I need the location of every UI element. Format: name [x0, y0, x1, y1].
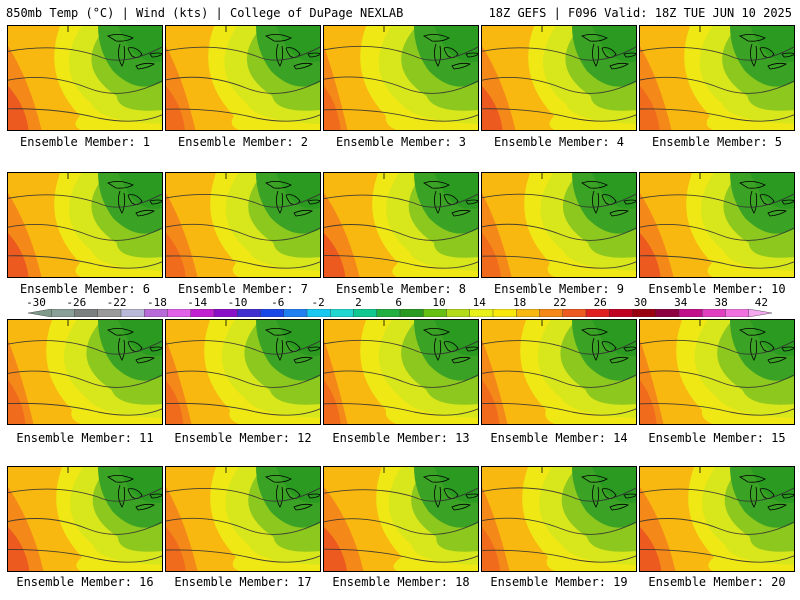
ensemble-member-map — [165, 25, 321, 131]
ensemble-member-map — [481, 319, 637, 425]
colorbar-segment — [516, 309, 541, 317]
ensemble-member-map — [323, 319, 479, 425]
colorbar-segment — [562, 309, 587, 317]
colorbar-segment — [539, 309, 564, 317]
colorbar-tick-label: -22 — [106, 296, 127, 309]
colorbar-segment — [446, 309, 471, 317]
ensemble-member-label: Ensemble Member: 8 — [335, 282, 467, 296]
colorbar-tick-label: 18 — [512, 296, 527, 309]
colorbar-segment — [190, 309, 215, 317]
ensemble-member-map — [481, 172, 637, 278]
ensemble-member-map — [7, 172, 163, 278]
colorbar-segment — [492, 309, 517, 317]
colorbar-tick-label: -30 — [26, 296, 46, 309]
ensemble-member-map — [323, 25, 479, 131]
colorbar-segment — [423, 309, 448, 317]
ensemble-member-label: Ensemble Member: 13 — [332, 431, 470, 445]
colorbar-tick-label: 34 — [674, 296, 688, 309]
colorbar-segment — [330, 309, 355, 317]
ensemble-member-label: Ensemble Member: 11 — [16, 431, 154, 445]
colorbar-tick-label: 42 — [754, 296, 769, 309]
colorbar-tick-label: 14 — [472, 296, 486, 309]
colorbar-segment — [237, 309, 262, 317]
colorbar-segment — [167, 309, 192, 317]
ensemble-member-label: Ensemble Member: 2 — [177, 135, 309, 149]
colorbar-tick-label: 6 — [395, 296, 402, 309]
ensemble-member-map — [639, 172, 795, 278]
ensemble-member-label: Ensemble Member: 6 — [19, 282, 151, 296]
ensemble-member-map — [165, 319, 321, 425]
ensemble-member-label: Ensemble Member: 5 — [651, 135, 783, 149]
ensemble-member-label: Ensemble Member: 3 — [335, 135, 467, 149]
ensemble-member-label: Ensemble Member: 9 — [493, 282, 625, 296]
ensemble-member-label: Ensemble Member: 19 — [490, 575, 628, 589]
colorbar-segment — [632, 309, 657, 317]
model-run-info: 18Z GEFS | F096 Valid: 18Z TUE JUN 10 20… — [488, 6, 792, 20]
colorbar-tick-label: 22 — [553, 296, 567, 309]
ensemble-member-map — [7, 466, 163, 572]
colorbar-segment — [120, 309, 145, 317]
colorbar-segment — [260, 309, 285, 317]
ensemble-member-label: Ensemble Member: 14 — [490, 431, 628, 445]
map-title: 850mb Temp (°C) | Wind (kts) | College o… — [6, 6, 404, 20]
colorbar-segment — [585, 309, 610, 317]
ensemble-member-map — [639, 466, 795, 572]
colorbar-segment — [353, 309, 378, 317]
colorbar-segment — [144, 309, 169, 317]
colorbar-tick-label: 10 — [432, 296, 446, 309]
colorbar-segment — [283, 309, 308, 317]
colorbar-segment — [702, 309, 727, 317]
colorbar-segment — [609, 309, 634, 317]
colorbar-tick-label: -18 — [146, 296, 167, 309]
colorbar-segment — [51, 309, 76, 317]
colorbar-tick-label: -10 — [227, 296, 248, 309]
ensemble-member-label: Ensemble Member: 10 — [648, 282, 786, 296]
colorbar-tick-label: -6 — [271, 296, 285, 309]
ensemble-member-label: Ensemble Member: 18 — [332, 575, 470, 589]
colorbar-tick-label: -2 — [311, 296, 325, 309]
ensemble-member-map — [7, 25, 163, 131]
ensemble-member-label: Ensemble Member: 12 — [174, 431, 312, 445]
colorbar-tick-label: 26 — [593, 296, 607, 309]
colorbar-tick-label: -14 — [187, 296, 208, 309]
ensemble-member-map — [165, 466, 321, 572]
ensemble-member-map — [481, 25, 637, 131]
colorbar-segment — [399, 309, 424, 317]
colorbar-segment — [376, 309, 401, 317]
ensemble-member-map — [7, 319, 163, 425]
ensemble-member-map — [481, 466, 637, 572]
temperature-colorbar — [28, 309, 772, 317]
colorbar-segment — [748, 309, 772, 317]
colorbar-segment — [655, 309, 680, 317]
colorbar-segment — [28, 309, 52, 317]
ensemble-member-map — [165, 172, 321, 278]
colorbar-tick-label: 30 — [633, 296, 648, 309]
ensemble-member-map — [323, 466, 479, 572]
colorbar-segment — [97, 309, 122, 317]
ensemble-member-label: Ensemble Member: 20 — [648, 575, 786, 589]
colorbar-segment — [306, 309, 331, 317]
ensemble-member-label: Ensemble Member: 4 — [493, 135, 625, 149]
ensemble-member-map — [639, 319, 795, 425]
colorbar-segment — [678, 309, 703, 317]
colorbar-tick-label: 2 — [355, 296, 362, 309]
colorbar-segment — [725, 309, 750, 317]
ensemble-member-label: Ensemble Member: 17 — [174, 575, 312, 589]
ensemble-member-label: Ensemble Member: 15 — [648, 431, 786, 445]
ensemble-member-label: Ensemble Member: 16 — [16, 575, 154, 589]
colorbar-segment — [74, 309, 99, 317]
colorbar-tick-label: 38 — [714, 296, 728, 309]
colorbar-tick-label: -26 — [66, 296, 87, 309]
ensemble-member-label: Ensemble Member: 1 — [19, 135, 151, 149]
colorbar-segment — [469, 309, 494, 317]
ensemble-member-map — [323, 172, 479, 278]
colorbar-segment — [213, 309, 238, 317]
ensemble-member-map — [639, 25, 795, 131]
ensemble-member-label: Ensemble Member: 7 — [177, 282, 309, 296]
